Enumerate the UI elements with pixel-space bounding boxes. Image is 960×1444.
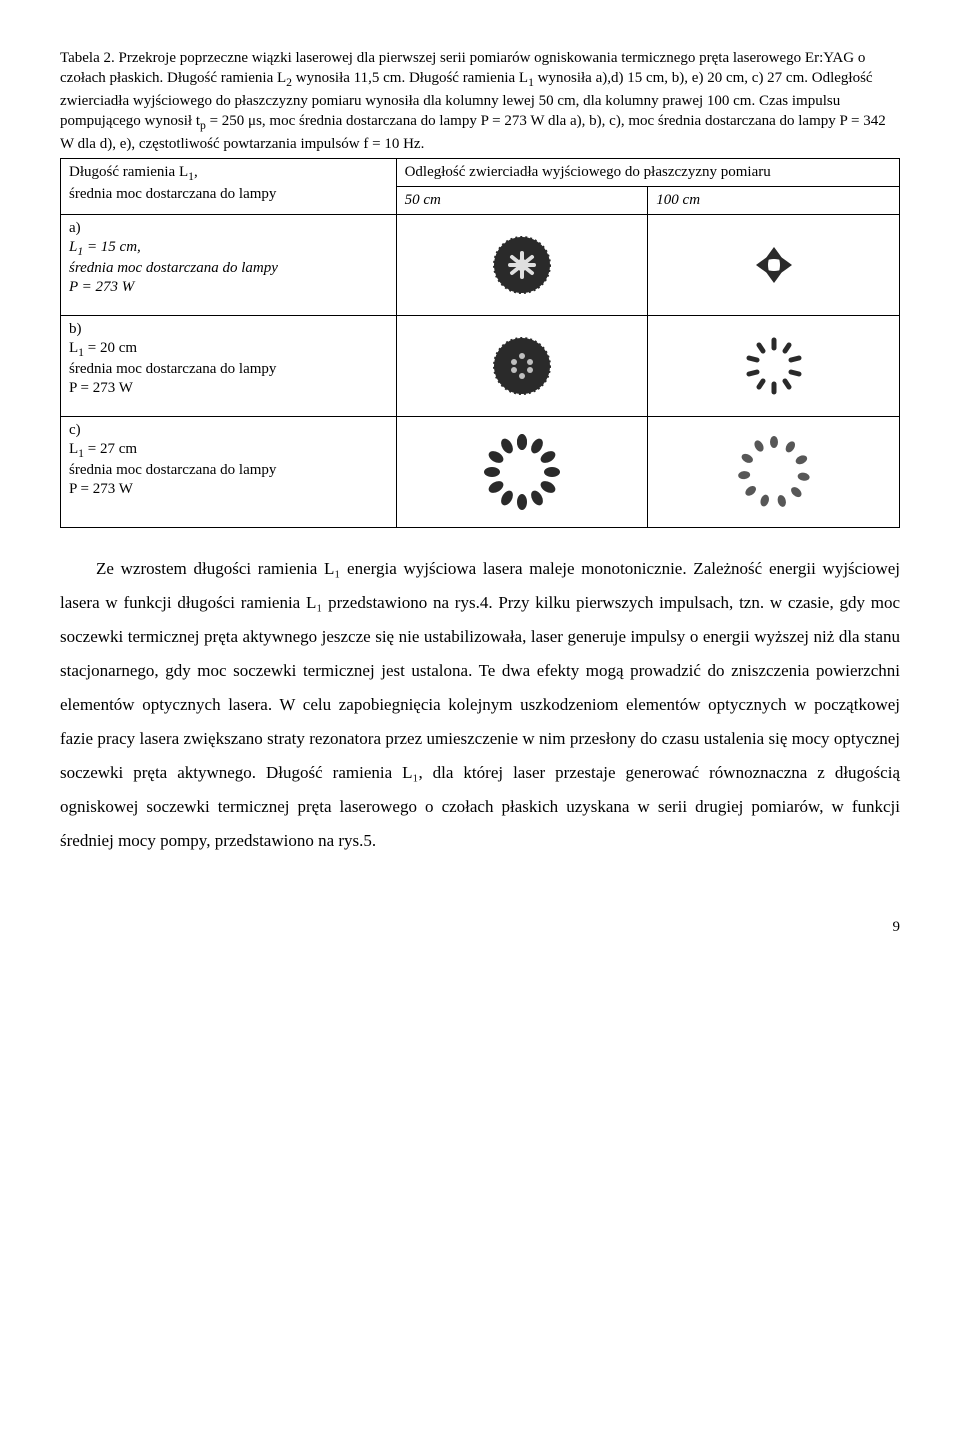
head-right-text: Odległość zwierciadła wyjściowego do pła… xyxy=(405,164,771,180)
row-b-header: b) L1 = 20 cm średnia moc dostarczana do… xyxy=(61,315,397,416)
dist-50-label: 50 cm xyxy=(405,192,441,208)
row-b-img-100 xyxy=(648,315,900,416)
row-b-L-suffix: = 20 cm xyxy=(84,340,137,356)
col-dist-100: 100 cm xyxy=(648,187,900,215)
row-c-L-prefix: L xyxy=(69,441,78,457)
beam-c-50-icon xyxy=(477,427,567,517)
row-a-id: a) xyxy=(69,220,81,236)
beam-a-100-icon xyxy=(734,225,814,305)
beam-profiles-table: Długość ramienia L1, średnia moc dostarc… xyxy=(60,158,900,528)
col-dist-50: 50 cm xyxy=(396,187,648,215)
row-b-L-prefix: L xyxy=(69,340,78,356)
row-a-power-val: P = 273 W xyxy=(69,279,134,295)
table-row: c) L1 = 27 cm średnia moc dostarczana do… xyxy=(61,416,900,527)
row-a-img-50 xyxy=(396,214,648,315)
row-b-power-val: P = 273 W xyxy=(69,380,133,396)
row-c-L-suffix: = 27 cm xyxy=(84,441,137,457)
beam-a-50-icon xyxy=(482,225,562,305)
row-a-header: a) L1 = 15 cm, średnia moc dostarczana d… xyxy=(61,214,397,315)
beam-b-50-icon xyxy=(482,326,562,406)
row-c-power-val: P = 273 W xyxy=(69,481,133,497)
row-c-img-100 xyxy=(648,416,900,527)
row-a-img-100 xyxy=(648,214,900,315)
head-left-line2: średnia moc dostarczana do lampy xyxy=(69,186,276,202)
head-left-sub: 1 xyxy=(188,170,194,183)
beam-c-100-icon xyxy=(729,427,819,517)
row-c-power-label: średnia moc dostarczana do lampy xyxy=(69,462,276,478)
row-c-header: c) L1 = 27 cm średnia moc dostarczana do… xyxy=(61,416,397,527)
row-b-id: b) xyxy=(69,321,82,337)
body-paragraph-text: Ze wzrostem długości ramienia L₁ energia… xyxy=(60,559,900,850)
caption-prefix: Tabela 2. xyxy=(60,50,115,66)
caption-text2: wynosiła 11,5 cm. Długość ramienia L xyxy=(292,70,528,86)
table-row: a) L1 = 15 cm, średnia moc dostarczana d… xyxy=(61,214,900,315)
table-head-right: Odległość zwierciadła wyjściowego do pła… xyxy=(396,159,899,187)
table-row: b) L1 = 20 cm średnia moc dostarczana do… xyxy=(61,315,900,416)
row-c-img-50 xyxy=(396,416,648,527)
table-head-left: Długość ramienia L1, średnia moc dostarc… xyxy=(61,159,397,215)
page-number-value: 9 xyxy=(893,919,901,935)
row-b-power-label: średnia moc dostarczana do lampy xyxy=(69,361,276,377)
page-number: 9 xyxy=(60,918,900,937)
row-a-L-suffix: = 15 cm, xyxy=(83,239,141,255)
table-caption: Tabela 2. Przekroje poprzeczne wiązki la… xyxy=(60,48,900,154)
row-c-id: c) xyxy=(69,422,81,438)
dist-100-label: 100 cm xyxy=(656,192,700,208)
beam-b-100-icon xyxy=(734,326,814,406)
body-paragraph: Ze wzrostem długości ramienia L₁ energia… xyxy=(60,552,900,858)
row-b-img-50 xyxy=(396,315,648,416)
head-left-line1: Długość ramienia L xyxy=(69,164,188,180)
row-a-power-label: średnia moc dostarczana do lampy xyxy=(69,260,278,276)
